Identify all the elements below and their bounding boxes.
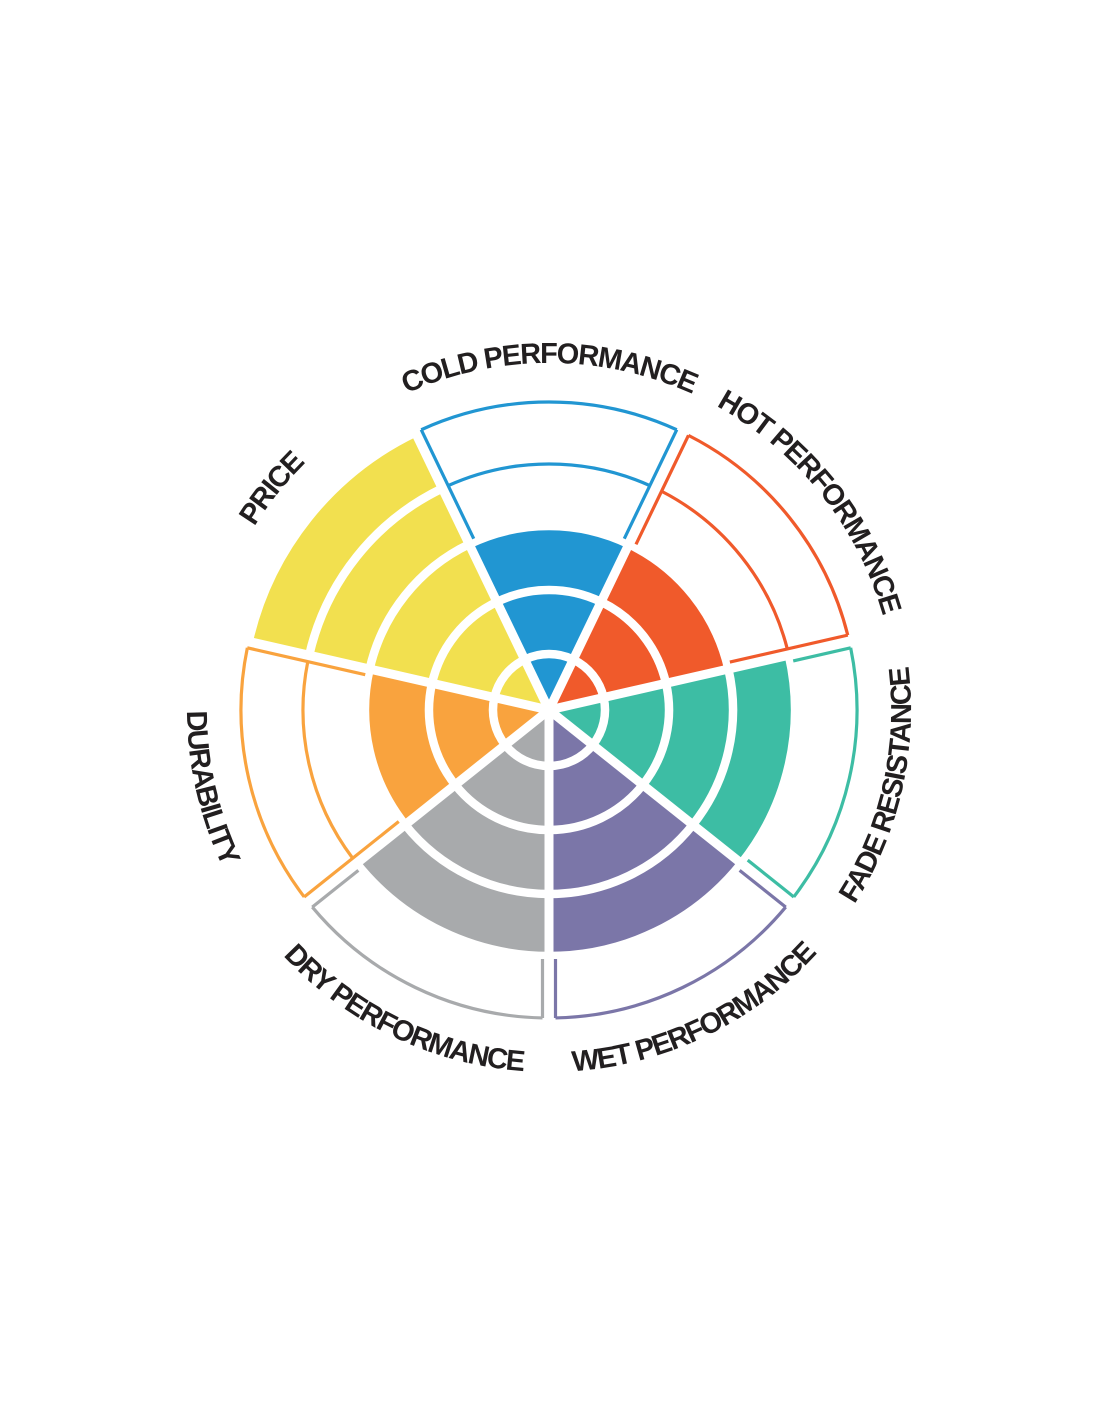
ring-separator-wet-performance-3 <box>548 822 697 899</box>
wedge-cold-performance-fill <box>469 526 629 710</box>
wedge-gap-1 <box>544 414 695 712</box>
white-separators <box>230 414 868 1036</box>
wedge-gap-0 <box>403 414 554 712</box>
label-hot-performance: HOT PERFORMANCE <box>713 384 907 618</box>
ring-separator-fade-resistance-1 <box>589 696 610 748</box>
outline-edge-fade-resistance-start <box>792 646 852 663</box>
ring-separator-price-5 <box>244 428 418 643</box>
ring-separator-price-2 <box>427 598 499 685</box>
ring-separator-wet-performance-4 <box>548 860 745 961</box>
outline-edge-wet-performance-start <box>738 869 787 909</box>
outline-arc-hot-performance-4 <box>660 489 789 650</box>
ring-separator-hot-performance-3 <box>626 540 733 671</box>
outline-rings <box>239 400 859 1020</box>
ring-separator-fade-resistance-4 <box>738 654 800 867</box>
outline-arc-cold-performance-4 <box>447 462 651 488</box>
ring-separator-hot-performance-1 <box>571 655 608 699</box>
outline-arc-cold-performance-5 <box>420 400 678 432</box>
outline-edge-durability-start <box>303 820 400 899</box>
outline-arc-durability-4 <box>301 661 354 860</box>
label-price: PRICE <box>233 445 310 530</box>
outline-arc-fade-resistance-5 <box>792 647 859 898</box>
wedge-wet-performance-fill <box>549 710 742 956</box>
ring-separator-fade-resistance-2 <box>639 682 674 788</box>
ring-separator-cold-performance-3 <box>467 521 631 549</box>
label-dry-performance: DRY PERFORMANCE <box>278 938 526 1078</box>
ring-separator-cold-performance-1 <box>522 649 576 664</box>
wedge-dry-performance-fill <box>356 710 549 956</box>
wedge-gap-5 <box>291 706 552 917</box>
outline-arc-wet-performance-5 <box>555 906 787 1020</box>
ring-separator-price-1 <box>490 655 527 699</box>
label-durability: DURABILITY <box>180 710 246 870</box>
outline-arc-hot-performance-5 <box>687 433 850 636</box>
outline-edge-cold-performance-start <box>419 428 476 540</box>
label-cold-performance: COLD PERFORMANCE <box>397 338 702 400</box>
ring-separator-fade-resistance-3 <box>689 668 738 828</box>
outline-arc-dry-performance-5 <box>311 906 543 1020</box>
ring-separator-dry-performance-4 <box>353 860 550 961</box>
wedge-gap-3 <box>546 706 807 917</box>
ring-separator-durability-3 <box>360 668 409 828</box>
outline-arc-durability-5 <box>239 647 306 898</box>
outline-edge-fade-resistance-end <box>746 858 795 899</box>
ring-separator-dry-performance-2 <box>451 782 550 835</box>
ring-separator-dry-performance-3 <box>401 822 550 899</box>
outline-edge-dry-performance-end <box>311 869 360 909</box>
label-wet-performance: WET PERFORMANCE <box>570 936 822 1079</box>
outline-edge-cold-performance-end <box>622 428 679 540</box>
ring-separator-price-4 <box>305 484 445 657</box>
ring-separator-durability-2 <box>424 682 459 788</box>
wedge-gap-6 <box>230 633 551 715</box>
ring-separator-wet-performance-1 <box>548 742 597 771</box>
ring-separator-durability-1 <box>488 696 509 748</box>
ring-separator-dry-performance-1 <box>501 742 550 771</box>
wedge-durability-fill <box>365 669 549 825</box>
ring-separator-wet-performance-2 <box>548 782 647 835</box>
ring-separator-cold-performance-2 <box>495 585 603 606</box>
ring-separator-price-3 <box>365 540 472 671</box>
ring-separator-hot-performance-2 <box>599 598 671 685</box>
outline-edge-hot-performance-start <box>634 434 690 546</box>
wedge-gap-2 <box>547 633 868 715</box>
outline-edge-hot-performance-end <box>729 633 849 664</box>
outline-edge-durability-end <box>246 646 366 677</box>
